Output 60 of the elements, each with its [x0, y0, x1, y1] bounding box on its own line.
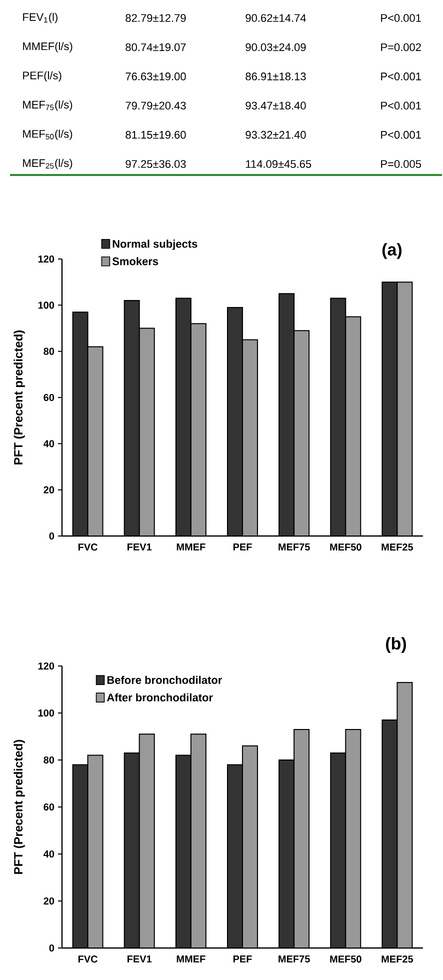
y-tick-label: 120 — [38, 662, 54, 670]
chart-title: (b) — [386, 637, 406, 653]
x-tick-label: MEF50 — [330, 544, 362, 551]
text: P<0.001 — [381, 130, 421, 139]
x-tick-label: MEF75 — [278, 544, 310, 551]
y-axis-title: PFT (Precent predicted) — [14, 740, 25, 874]
x-tick-label: FEV1 — [128, 956, 152, 962]
text: 82.79±12.79 — [126, 14, 186, 22]
y-tick-label: 100 — [38, 302, 54, 309]
y-tick-label: 60 — [44, 394, 54, 402]
x-tick-label: MEF75 — [278, 956, 310, 963]
x-tick-label: MEF25 — [382, 544, 414, 551]
x-tick-label: FEV1 — [128, 544, 152, 550]
y-tick-label: 60 — [44, 803, 54, 811]
y-tick-label: 40 — [44, 440, 54, 448]
text: FEV$_{1}$(l) — [23, 12, 58, 24]
text: PEF(l/s) — [23, 71, 62, 82]
text: 93.32±21.40 — [246, 130, 306, 139]
y-tick-label: 80 — [44, 348, 54, 355]
text: P=0.005 — [381, 160, 422, 168]
legend-label: Normal subjects — [112, 240, 198, 250]
text: 97.25±36.03 — [126, 160, 186, 168]
y-tick-label: 0 — [49, 944, 54, 952]
x-tick-label: MMEF — [176, 544, 206, 550]
text: 79.79±20.43 — [126, 102, 186, 110]
y-tick-label: 40 — [44, 850, 54, 858]
text: P<0.001 — [381, 14, 421, 22]
y-tick-label: 100 — [38, 709, 54, 717]
text: 90.03±24.09 — [246, 43, 306, 52]
chart-title: (a) — [382, 243, 402, 259]
text: MMEF(l/s) — [23, 42, 72, 52]
x-tick-label: FVC — [78, 544, 98, 551]
legend-label: Smokers — [112, 257, 158, 266]
x-tick-label: PEF — [233, 544, 252, 550]
y-tick-label: 0 — [49, 532, 54, 540]
x-tick-label: MEF25 — [382, 956, 414, 963]
text: MEF$_{75}$(l/s) — [23, 100, 72, 111]
text: P=0.002 — [381, 43, 421, 52]
text: 81.15±19.60 — [126, 130, 186, 139]
text: 93.47±18.40 — [246, 102, 306, 110]
x-tick-label: PEF — [233, 956, 252, 962]
x-tick-label: FVC — [78, 956, 98, 963]
text: 86.91±18.13 — [246, 72, 306, 80]
legend-label: After bronchodilator — [106, 693, 213, 702]
text: P<0.001 — [381, 72, 421, 80]
y-tick-label: 80 — [44, 756, 54, 764]
text: 90.62±14.74 — [246, 14, 306, 22]
y-tick-label: 20 — [44, 486, 54, 494]
text: 76.63±19.00 — [126, 72, 186, 80]
legend-label: Before bronchodilator — [107, 676, 222, 684]
x-tick-label: MMEF — [176, 956, 206, 962]
text: MEF$_{50}$(l/s) — [23, 130, 72, 140]
y-tick-label: 120 — [38, 255, 54, 263]
text: 114.09±45.65 — [246, 160, 312, 168]
text: P<0.001 — [381, 102, 421, 110]
y-tick-label: 20 — [44, 897, 54, 905]
x-tick-label: MEF50 — [330, 956, 362, 963]
text: MEF$_{25}$(l/s) — [23, 158, 72, 170]
text: 80.74±19.07 — [126, 43, 186, 52]
y-axis-title: PFT (Precent predicted) — [14, 330, 25, 464]
